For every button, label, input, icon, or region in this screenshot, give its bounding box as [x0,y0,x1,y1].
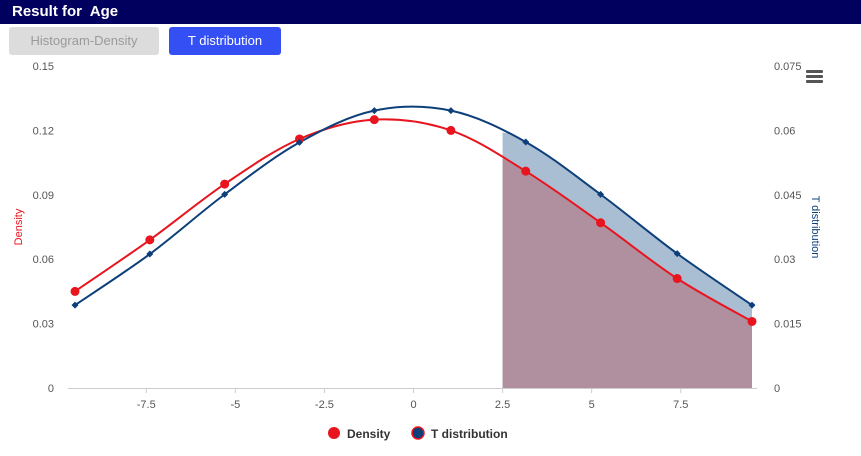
t-distribution-point[interactable] [295,138,303,146]
t-distribution-point[interactable] [447,107,455,115]
y-axis-left-label: Density [13,208,25,245]
t-distribution-button[interactable]: T distribution [169,27,281,55]
legend-item-t-distribution[interactable]: T distribution [411,426,508,441]
legend: Density T distribution [328,426,508,441]
t-distribution-point[interactable] [71,301,79,309]
series-lines [74,105,753,323]
y-right-tick-label: 0.045 [774,190,802,202]
density-point[interactable] [369,115,379,125]
legend-marker [411,426,425,440]
t-distribution-point[interactable] [597,190,605,198]
legend-item-density[interactable]: Density [328,427,391,441]
density-point[interactable] [747,316,757,326]
page-title: Result for Age [12,3,119,20]
t-distribution-point[interactable] [522,138,530,146]
x-tick-label: -7.5 [137,399,156,411]
y-left-tick-label: 0 [48,383,54,395]
density-point[interactable] [70,286,80,296]
density-point[interactable] [521,166,531,176]
legend-label: T distribution [431,427,508,441]
y-axis-left: 0 0.03 0.06 0.09 0.12 0.15 [33,61,54,395]
x-tick-label: -5 [230,399,240,411]
y-left-tick-label: 0.03 [33,319,54,331]
x-axis: -7.5 -5 -2.5 0 2.5 5 7.5 [137,388,688,411]
y-left-tick-label: 0.09 [33,190,54,202]
density-area-shade [502,158,752,388]
y-axis-right: 0 0.015 0.03 0.045 0.06 0.075 [774,61,802,395]
t-distribution-point[interactable] [370,107,378,115]
x-tick-label: 5 [589,399,595,411]
t-distribution-point[interactable] [748,301,756,309]
y-right-tick-label: 0.06 [774,125,795,137]
density-shaded-area [502,158,752,388]
t-distribution-point[interactable] [221,190,229,198]
density-point[interactable] [446,125,456,135]
t-distribution-line [74,105,753,306]
density-point[interactable] [596,218,606,228]
legend-label: Density [347,427,391,441]
y-left-tick-label: 0.06 [33,254,54,266]
histogram-density-button[interactable]: Histogram-Density [9,27,159,55]
y-right-tick-label: 0 [774,383,780,395]
series-points [70,107,757,326]
legend-marker [328,427,340,439]
density-point[interactable] [220,179,230,189]
t-distribution-point[interactable] [673,250,681,258]
y-right-tick-label: 0.015 [774,319,802,331]
density-point[interactable] [145,235,155,245]
x-tick-label: 7.5 [673,399,688,411]
x-tick-label: 0 [410,399,416,411]
y-right-tick-label: 0.075 [774,61,802,73]
x-tick-label: 2.5 [495,399,510,411]
y-left-tick-label: 0.12 [33,125,54,137]
y-left-tick-label: 0.15 [33,61,54,73]
chart-menu-icon[interactable] [806,70,823,84]
y-right-tick-label: 0.03 [774,254,795,266]
t-distribution-point[interactable] [146,250,154,258]
density-point[interactable] [672,274,682,284]
y-axis-right-label: T distribution [809,196,821,259]
x-tick-label: -2.5 [315,399,334,411]
title-bar: Result for Age [0,0,861,24]
density-line [74,118,753,323]
